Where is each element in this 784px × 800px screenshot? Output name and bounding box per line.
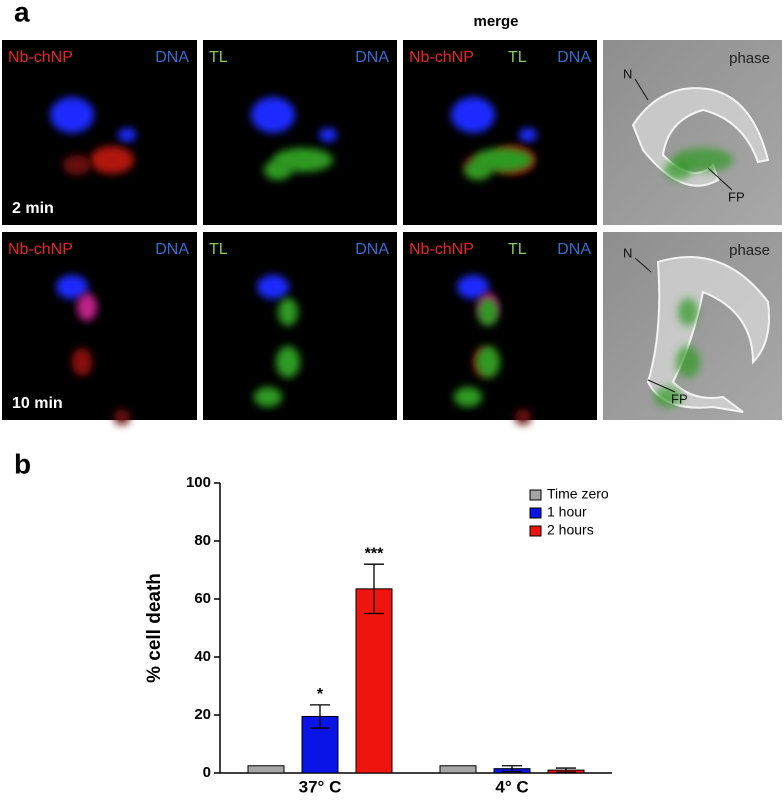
arrow [647,379,676,393]
channel-label: Nb-chNP [8,241,73,258]
channel-label: DNA [355,49,389,66]
error-bar [310,704,330,729]
fluorescence [476,346,500,378]
x-tick-label: 37° C [299,777,342,796]
significance: * [317,686,324,703]
panel-label: b [14,448,31,479]
legend-swatch [529,525,542,537]
fluorescence [515,409,531,425]
fluorescence [77,293,97,321]
channel-label: TL [508,49,527,66]
bar [247,765,285,774]
micrograph: phase N FP [603,40,782,225]
legend-swatch [529,489,542,501]
image-background [2,40,197,225]
panel-label: a [14,0,30,27]
micrograph: Nb-chNP DNA 10 min [2,232,197,425]
channel-label: DNA [557,241,591,258]
fluorescence [319,128,337,142]
legend-label: 2 hours [547,522,594,538]
arrow [634,257,652,273]
arrow [707,167,733,191]
channel-label: Nb-chNP [8,49,73,66]
error-bar [502,765,522,773]
fluorescence [251,97,295,133]
bar [439,765,477,774]
legend-swatch [529,507,542,519]
fluorescence [678,298,698,326]
fluorescence [114,409,130,425]
channel-label: DNA [155,241,189,258]
fluorescence [676,346,700,378]
annotation-fp: FP [728,189,745,204]
legend-label: Time zero [547,486,609,502]
y-tick-label: 40 [194,648,211,665]
x-tick-label: 4° C [495,777,528,796]
fluorescence [63,155,91,175]
bar [355,588,393,774]
fluorescence [50,97,94,133]
image-background [403,40,597,225]
significance: *** [365,545,384,562]
fluorescence [454,387,482,407]
y-tick-label: 80 [194,532,211,549]
y-tick-label: 60 [194,590,211,607]
channel-label: TL [209,49,228,66]
cell-outline [631,87,770,187]
fluorescence [451,97,495,133]
cell-outline [646,256,770,413]
fluorescence [664,160,692,180]
micrograph: phase N FP [603,232,782,420]
fluorescence [457,275,489,299]
micrograph: TL DNA [203,40,397,225]
channel-label: Nb-chNP [409,49,474,66]
arrow [634,78,649,101]
time-label: 2 min [12,200,54,217]
micrograph: TL DNA [203,232,397,420]
annotation-n: N [623,66,632,81]
image-background [2,232,197,420]
image-background [203,40,397,225]
fluorescence [118,128,136,142]
micrograph: Nb-chNP DNA 2 min [2,40,197,225]
fluorescence [264,160,292,180]
y-tick-label: 0 [203,764,211,781]
error-bar [556,767,576,773]
channel-label: DNA [155,49,189,66]
phase-label: phase [729,50,770,67]
legend-label: 1 hour [547,504,587,520]
y-tick-label: 100 [186,474,211,491]
annotation-fp: FP [671,391,688,406]
error-bar [364,563,384,615]
time-label: 10 min [12,395,63,412]
y-axis-title: % cell death [144,573,165,683]
channel-label: Nb-chNP [409,241,474,258]
micrograph: Nb-chNP TL DNA [403,232,597,425]
channel-label: TL [508,241,527,258]
fluorescence [278,298,298,326]
fluorescence [56,275,88,299]
annotation-n: N [623,245,632,260]
micrograph: Nb-chNP TL DNA [403,40,597,225]
fluorescence [90,146,134,174]
channel-label: TL [209,241,228,258]
merge-title: merge [473,13,518,30]
image-background [403,232,597,420]
fluorescence [257,275,289,299]
fluorescence [276,346,300,378]
fluorescence [519,128,537,142]
fluorescence [254,387,282,407]
fluorescence [464,160,492,180]
phase-label: phase [729,242,770,259]
image-background [203,232,397,420]
channel-label: DNA [355,241,389,258]
fluorescence [478,298,498,326]
channel-label: DNA [557,49,591,66]
fluorescence [72,348,92,376]
y-tick-label: 20 [194,706,211,723]
